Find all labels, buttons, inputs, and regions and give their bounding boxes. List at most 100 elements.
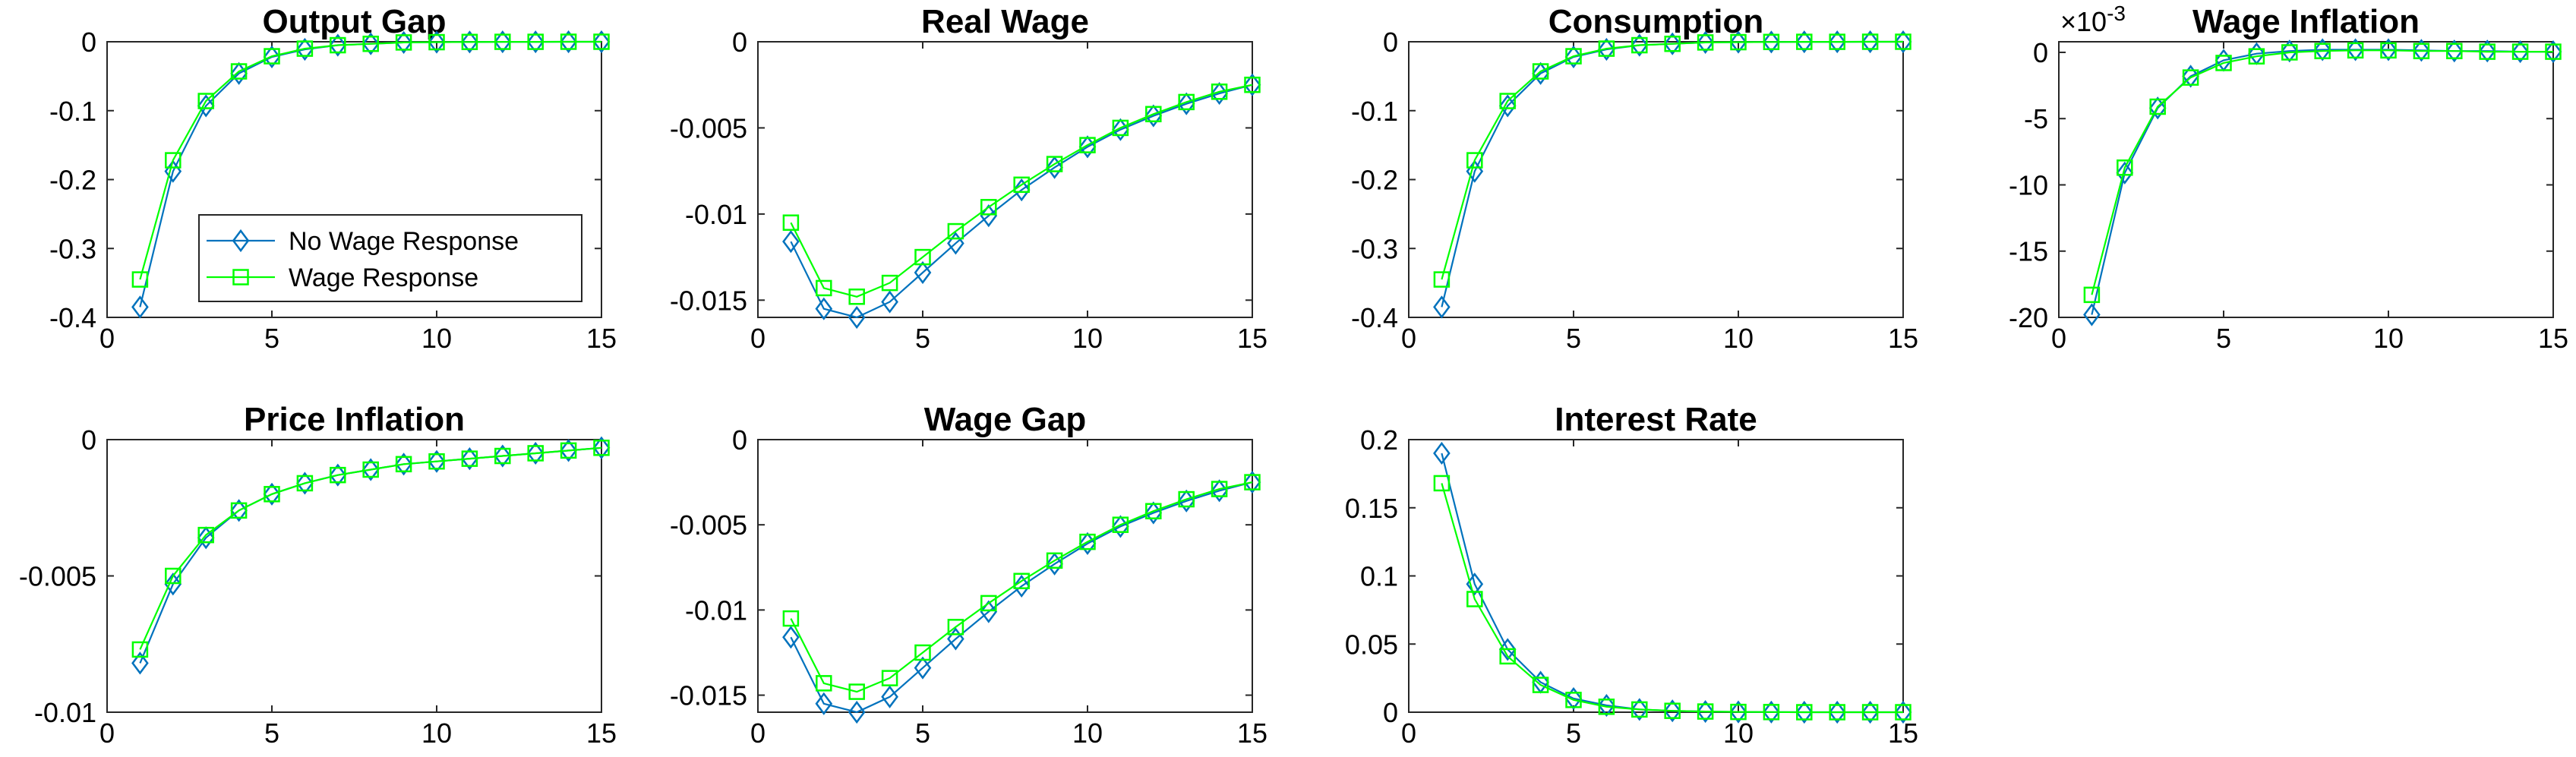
- data-point: [1828, 30, 1846, 54]
- data-point: [1532, 62, 1549, 85]
- data-point: [1498, 94, 1517, 118]
- data-point: [1663, 699, 1681, 723]
- series-line: [1441, 40, 1903, 280]
- data-point: [1763, 700, 1780, 724]
- series-line: [790, 84, 1253, 298]
- data-point: [1211, 84, 1228, 100]
- x-tick-label: 0: [750, 323, 766, 354]
- x-tick-label: 5: [1566, 718, 1581, 749]
- data-point: [1466, 591, 1483, 607]
- axes-box: [757, 41, 1253, 318]
- y-tick-label: 0: [732, 424, 747, 456]
- data-point: [461, 33, 478, 51]
- data-point: [230, 63, 248, 80]
- data-point: [593, 440, 610, 456]
- data-point: [428, 449, 446, 473]
- panel-consumption: 0 5 10 15 -0.4 -0.3 -0.2 -0.1 0 Consumption: [1351, 3, 1918, 354]
- data-point: [428, 453, 445, 470]
- axes-box: [106, 439, 602, 713]
- data-point: [296, 40, 314, 57]
- data-point: [2083, 303, 2101, 326]
- y-tick-label: 0.2: [1360, 424, 1398, 456]
- data-point: [1178, 490, 1195, 508]
- y-tick-label: 0: [1383, 27, 1398, 58]
- data-point: [2446, 43, 2463, 59]
- data-point: [296, 472, 314, 495]
- data-point: [1046, 156, 1063, 172]
- data-point: [395, 34, 412, 51]
- data-point: [1730, 33, 1747, 51]
- data-point: [1433, 441, 1451, 465]
- data-point: [362, 35, 379, 52]
- data-point: [197, 94, 215, 118]
- y-tick-label: 0: [1383, 697, 1398, 728]
- data-point: [782, 214, 800, 231]
- y-tick-label: -0.4: [49, 302, 96, 333]
- data-point: [1861, 30, 1879, 54]
- data-point: [1499, 648, 1516, 665]
- data-point: [131, 651, 149, 675]
- panel-title: Wage Inflation: [2192, 3, 2420, 40]
- data-point: [782, 610, 800, 627]
- data-point: [527, 445, 544, 462]
- x-tick-label: 5: [915, 323, 930, 354]
- data-point: [164, 572, 182, 596]
- data-point: [560, 33, 577, 50]
- x-tick-label: 15: [2538, 323, 2568, 354]
- x-tick-label: 10: [1723, 323, 1754, 354]
- data-point: [1663, 32, 1681, 55]
- data-point: [1763, 33, 1780, 51]
- y-tick-label: -0.005: [670, 112, 747, 144]
- data-point: [1729, 30, 1747, 54]
- data-point: [131, 295, 149, 319]
- data-point: [263, 45, 281, 69]
- y-tick-label: -0.3: [1351, 233, 1398, 264]
- y-tick-label: 0.05: [1345, 629, 1398, 660]
- y-tick-label: -0.2: [1351, 165, 1398, 196]
- data-point: [1079, 137, 1096, 153]
- data-point: [1433, 475, 1451, 492]
- panel-title: Price Inflation: [244, 401, 465, 438]
- data-point: [1861, 33, 1879, 50]
- data-point: [1046, 552, 1063, 576]
- data-point: [1145, 503, 1162, 519]
- data-point: [461, 450, 478, 467]
- data-point: [1532, 63, 1549, 80]
- data-point: [1730, 703, 1747, 721]
- x-tick-label: 15: [586, 323, 617, 354]
- data-point: [1433, 295, 1451, 319]
- data-point: [1697, 703, 1714, 720]
- data-point: [2545, 43, 2562, 60]
- data-point: [2511, 43, 2529, 60]
- data-point: [2182, 69, 2199, 86]
- data-point: [1697, 34, 1714, 51]
- data-point: [1244, 474, 1261, 490]
- data-point: [1598, 37, 1615, 62]
- data-point: [1796, 33, 1813, 50]
- data-point: [1079, 533, 1096, 550]
- data-point: [1243, 73, 1261, 96]
- data-point: [461, 447, 478, 471]
- y-tick-label: -20: [2009, 302, 2048, 333]
- data-point: [848, 700, 866, 724]
- series-line: [139, 446, 602, 650]
- y-exponent-label: ×10-3: [2060, 2, 2126, 37]
- data-point: [1664, 702, 1681, 719]
- data-point: [1112, 516, 1129, 533]
- y-tick-label: -0.01: [685, 199, 747, 230]
- data-point: [165, 152, 182, 169]
- data-point: [526, 30, 545, 54]
- x-tick-label: 15: [1237, 718, 1267, 749]
- data-point: [914, 248, 931, 266]
- data-point: [881, 290, 898, 314]
- panel-title: Consumption: [1548, 3, 1764, 40]
- data-point: [1466, 152, 1483, 169]
- data-point: [1598, 693, 1615, 718]
- data-point: [782, 626, 800, 649]
- legend-marker: [232, 269, 249, 285]
- x-tick-label: 0: [1401, 718, 1416, 749]
- data-point: [815, 297, 833, 320]
- data-point: [816, 279, 832, 297]
- legend-label: No Wage Response: [289, 227, 519, 256]
- data-point: [329, 463, 347, 487]
